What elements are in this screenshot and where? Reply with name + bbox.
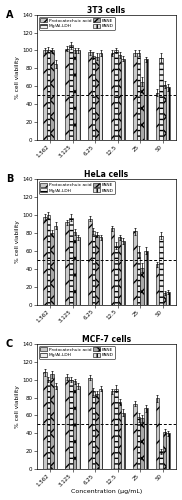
Bar	[76, 386, 80, 469]
Bar	[95, 394, 99, 469]
Bar	[111, 53, 114, 140]
Bar	[73, 50, 76, 140]
Bar	[167, 434, 170, 469]
Bar	[121, 241, 125, 304]
Bar	[163, 293, 167, 304]
Y-axis label: % cell viability: % cell viability	[15, 220, 20, 264]
Bar	[95, 235, 99, 304]
Bar	[114, 50, 118, 140]
Bar	[99, 238, 102, 304]
Bar	[167, 88, 170, 140]
Bar	[47, 380, 50, 469]
X-axis label: Concentration (μg/mL): Concentration (μg/mL)	[71, 490, 142, 494]
Bar	[137, 53, 140, 140]
Bar	[54, 386, 57, 469]
Text: A: A	[6, 10, 13, 20]
Bar	[76, 50, 80, 140]
Bar	[137, 417, 140, 469]
Bar	[50, 233, 54, 304]
Bar	[95, 57, 99, 140]
Bar	[76, 238, 80, 304]
Bar	[43, 372, 47, 469]
Bar	[69, 380, 73, 469]
Y-axis label: % cell viability: % cell viability	[15, 56, 20, 99]
Bar	[66, 48, 69, 140]
Bar	[167, 292, 170, 304]
Bar	[156, 92, 159, 140]
Legend: Protocatechuic acid, Mg/Al-LDH, PANE, PAND: Protocatechuic acid, Mg/Al-LDH, PANE, PA…	[39, 182, 115, 194]
Bar	[73, 232, 76, 304]
Bar	[133, 404, 137, 469]
Bar	[111, 228, 114, 304]
Bar	[69, 45, 73, 140]
Bar	[159, 452, 163, 469]
Bar	[118, 402, 121, 469]
Bar	[66, 222, 69, 304]
Bar	[73, 382, 76, 469]
Bar	[47, 50, 50, 140]
Bar	[144, 60, 148, 140]
Bar	[114, 246, 118, 304]
Bar	[156, 398, 159, 469]
Bar	[144, 408, 148, 469]
Bar	[144, 251, 148, 304]
Title: HeLa cells: HeLa cells	[84, 170, 128, 179]
Bar	[121, 58, 125, 140]
Bar	[99, 388, 102, 469]
Bar	[54, 226, 57, 304]
Bar	[43, 217, 47, 304]
Bar	[159, 236, 163, 304]
Bar	[92, 231, 95, 304]
Bar	[99, 53, 102, 140]
Bar	[47, 215, 50, 304]
Legend: Protocatechuic acid, Mg/Al-LDH, PANE, PAND: Protocatechuic acid, Mg/Al-LDH, PANE, PA…	[39, 346, 115, 358]
Bar	[140, 418, 144, 469]
Bar	[133, 231, 137, 304]
Bar	[111, 391, 114, 469]
Bar	[88, 378, 92, 469]
Legend: Protocatechuic acid, Mg/Al-LDH, PANE, PAND: Protocatechuic acid, Mg/Al-LDH, PANE, PA…	[39, 17, 115, 29]
Bar	[156, 264, 159, 304]
Bar	[140, 268, 144, 304]
Bar	[54, 64, 57, 140]
Bar	[140, 82, 144, 140]
Bar	[118, 55, 121, 140]
Bar	[159, 58, 163, 140]
Title: 3T3 cells: 3T3 cells	[88, 6, 126, 15]
Bar	[50, 374, 54, 469]
Bar	[163, 432, 167, 469]
Bar	[118, 238, 121, 304]
Bar	[114, 388, 118, 469]
Bar	[92, 391, 95, 469]
Bar	[163, 84, 167, 140]
Text: B: B	[6, 174, 13, 184]
Text: C: C	[6, 338, 13, 348]
Bar	[137, 252, 140, 304]
Bar	[50, 50, 54, 140]
Bar	[121, 412, 125, 469]
Bar	[92, 56, 95, 140]
Bar	[88, 218, 92, 304]
Bar	[88, 52, 92, 140]
Bar	[133, 53, 137, 140]
Y-axis label: % cell viability: % cell viability	[15, 385, 20, 428]
Bar	[69, 218, 73, 304]
Bar	[43, 50, 47, 140]
Bar	[66, 377, 69, 469]
Title: MCF-7 cells: MCF-7 cells	[82, 334, 131, 344]
